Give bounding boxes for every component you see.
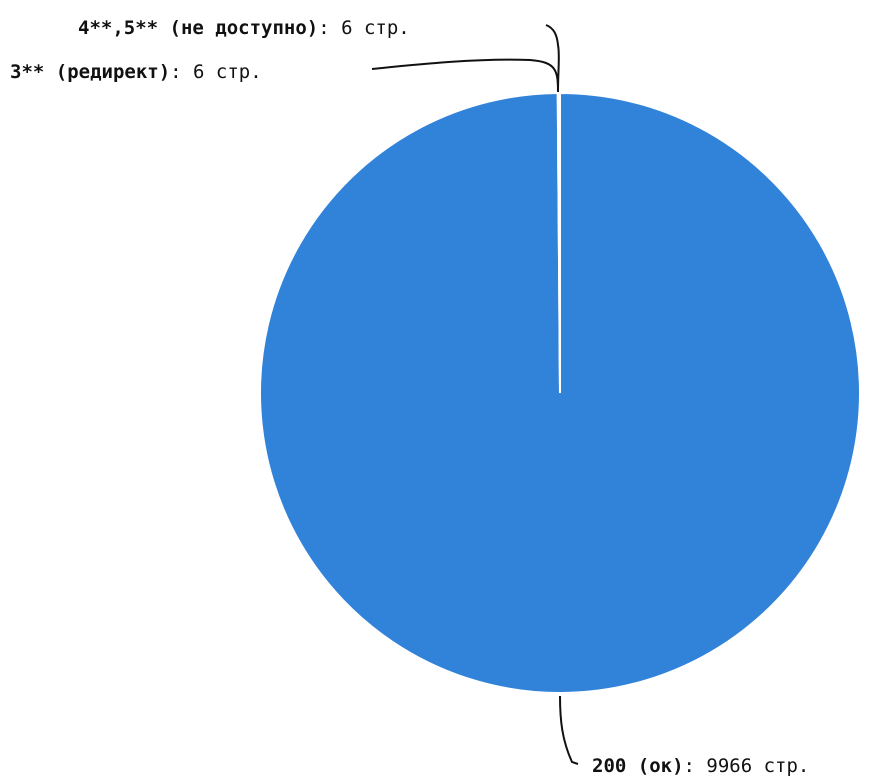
leader-line-4xx-5xx [545, 24, 560, 93]
slice-label-200: 200 (ок): 9966 стр. [592, 755, 809, 777]
slice-label-4xx-5xx: 4**,5** (не доступно): 6 стр. [78, 17, 410, 39]
slice-label-4xx-5xx-name: 4**,5** (не доступно) [78, 17, 318, 39]
slice-label-3xx-name: 3** (редирект) [10, 61, 170, 83]
pie-slices [259, 91, 861, 694]
slice-label-200-name: 200 (ок) [592, 755, 684, 777]
leader-line-3xx [371, 58, 559, 93]
leader-line-200 [559, 695, 579, 765]
pie-slice-4xx-5xx [557, 91, 561, 394]
slice-label-3xx-value: : 6 стр. [170, 61, 262, 83]
slice-label-3xx: 3** (редирект): 6 стр. [10, 61, 262, 83]
slice-label-200-value: : 9966 стр. [684, 755, 810, 777]
slice-label-4xx-5xx-value: : 6 стр. [318, 17, 410, 39]
leader-lines [371, 24, 579, 765]
